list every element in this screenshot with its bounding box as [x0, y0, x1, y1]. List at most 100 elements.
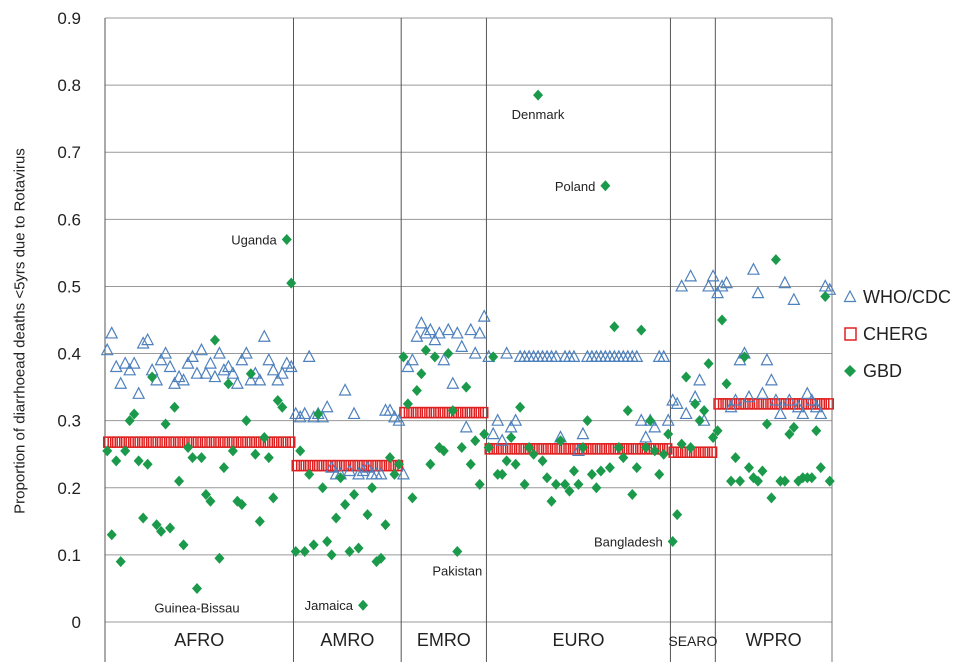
cherg-marker	[421, 406, 431, 419]
cherg-marker	[161, 436, 170, 448]
who-cdc-marker	[441, 322, 455, 336]
cherg-marker	[282, 436, 291, 448]
gbd-marker	[537, 455, 548, 467]
cherg-marker	[717, 398, 727, 410]
who-cdc-marker	[271, 373, 285, 386]
who-cdc-marker	[670, 396, 684, 409]
who-cdc-marker	[693, 373, 707, 386]
gbd-marker	[209, 334, 220, 346]
gbd-marker	[214, 552, 225, 564]
gbd-marker	[147, 371, 158, 383]
cherg-marker	[111, 436, 121, 448]
cherg-marker	[479, 406, 489, 419]
who-cdc-marker	[257, 329, 271, 342]
gbd-marker	[393, 458, 404, 470]
gbd-marker	[479, 428, 490, 440]
gbd-marker	[631, 462, 642, 474]
gbd-marker	[245, 368, 256, 380]
gbd-marker	[156, 525, 167, 537]
who-cdc-marker	[468, 346, 482, 359]
gbd-marker	[542, 472, 553, 484]
who-cdc-marker	[118, 356, 132, 369]
who-cdc-marker	[253, 373, 267, 386]
who-cdc-marker	[172, 369, 186, 383]
gbd-marker	[622, 405, 633, 417]
cherg-marker	[116, 436, 125, 448]
gbd-marker	[497, 468, 508, 480]
who-cdc-marker	[374, 467, 388, 480]
annotation-label: Uganda	[231, 232, 277, 247]
cherg-marker	[668, 446, 677, 458]
gbd-marker	[138, 512, 149, 524]
who-cdc-marker	[800, 386, 814, 399]
gbd-marker	[721, 378, 732, 390]
gbd-marker	[223, 378, 234, 390]
gbd-marker	[582, 415, 593, 427]
cherg-marker	[399, 406, 408, 419]
gbd-marker	[739, 351, 750, 363]
who-cdc-marker	[814, 406, 828, 420]
gbd-marker	[200, 488, 211, 500]
cherg-marker	[632, 443, 642, 455]
who-cdc-marker	[127, 356, 141, 369]
cherg-marker	[233, 436, 242, 448]
gbd-marker	[362, 509, 373, 521]
who-cdc-marker	[500, 346, 514, 359]
legend-cherg-symbol	[844, 327, 857, 341]
cherg-marker	[713, 398, 722, 410]
gbd-marker	[672, 509, 683, 521]
cherg-marker	[699, 446, 709, 458]
cherg-marker	[345, 459, 354, 472]
cherg-marker	[372, 459, 381, 472]
who-cdc-marker	[217, 363, 231, 376]
cherg-marker	[219, 436, 229, 448]
gbd-marker	[766, 492, 777, 504]
cherg-marker	[197, 436, 206, 448]
who-cdc-marker	[805, 393, 819, 406]
gbd-marker	[752, 475, 763, 487]
gbd-marker	[519, 478, 530, 490]
cherg-marker	[251, 436, 260, 448]
gbd-marker	[227, 445, 238, 457]
gbd-marker	[447, 405, 458, 417]
gbd-marker	[183, 442, 194, 454]
gbd-marker	[295, 445, 306, 457]
gbd-marker	[416, 368, 427, 380]
who-cdc-marker	[486, 426, 500, 440]
who-cdc-marker	[343, 463, 357, 477]
who-cdc-marker	[675, 279, 689, 292]
y-tick-label: 0.2	[57, 479, 81, 498]
who-cdc-marker	[648, 420, 662, 433]
cherg-marker	[309, 459, 318, 472]
gbd-marker	[806, 472, 817, 484]
who-cdc-marker	[764, 373, 778, 386]
who-cdc-marker	[509, 413, 523, 426]
gbd-marker	[322, 535, 333, 547]
who-cdc-marker	[715, 279, 729, 292]
gbd-marker	[654, 468, 665, 480]
who-cdc-marker	[720, 275, 734, 289]
cherg-marker	[300, 459, 309, 472]
cherg-marker	[156, 436, 166, 448]
gbd-marker	[102, 445, 113, 457]
cherg-marker	[601, 443, 610, 455]
who-cdc-marker	[239, 346, 253, 359]
gbd-marker	[254, 515, 265, 527]
who-cdc-marker	[194, 342, 208, 356]
cherg-marker	[426, 406, 435, 419]
gbd-marker	[613, 442, 624, 454]
annotation-label: Denmark	[512, 107, 565, 122]
gbd-marker	[268, 492, 279, 504]
gbd-marker	[402, 398, 413, 410]
region-label: EURO	[552, 630, 604, 650]
gbd-marker	[443, 348, 454, 360]
gbd-marker	[281, 233, 292, 245]
gbd-marker	[510, 458, 521, 470]
legend-cherg-label: CHERG	[863, 324, 928, 344]
gbd-marker	[317, 482, 328, 494]
gbd-marker	[111, 455, 122, 467]
who-cdc-marker	[459, 420, 473, 433]
gbd-marker	[411, 384, 422, 396]
gbd-marker	[488, 351, 499, 363]
who-cdc-marker	[423, 322, 437, 336]
